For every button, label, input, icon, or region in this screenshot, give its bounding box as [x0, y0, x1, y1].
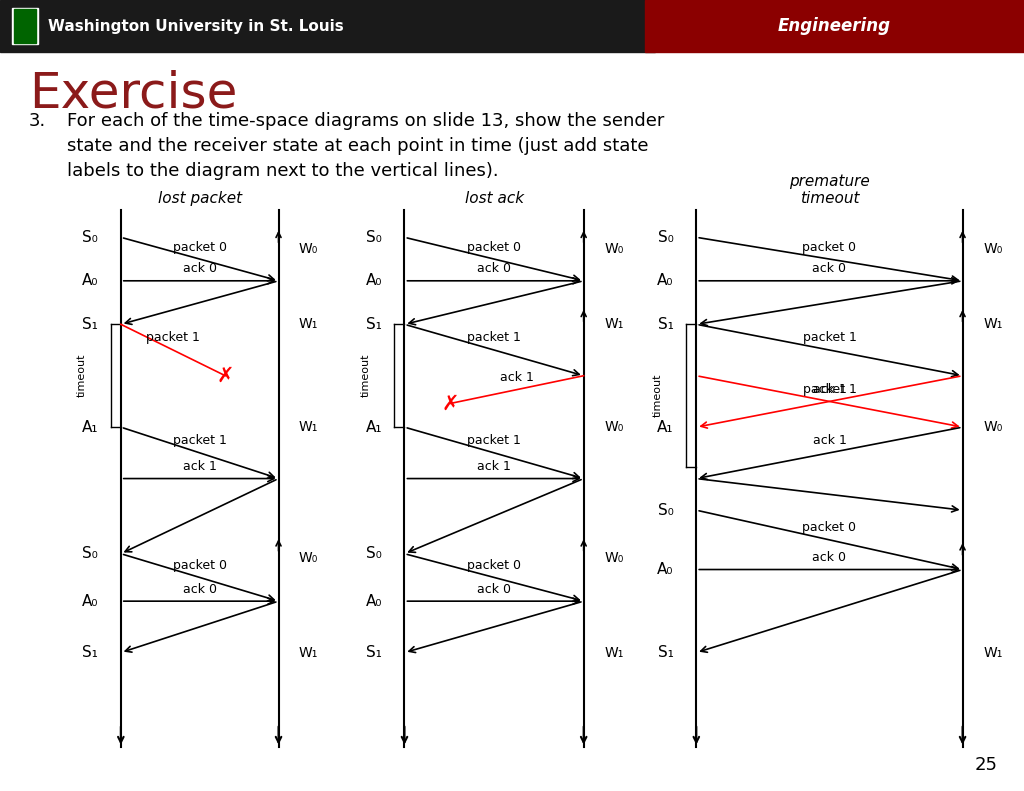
Text: packet 1: packet 1 — [803, 383, 856, 396]
Text: W₁: W₁ — [299, 645, 318, 660]
Text: S₁: S₁ — [82, 645, 98, 660]
Text: timeout: timeout — [77, 354, 87, 397]
Text: S₁: S₁ — [657, 645, 674, 660]
Text: S₀: S₀ — [82, 547, 98, 561]
Text: Washington University in St. Louis: Washington University in St. Louis — [48, 19, 344, 33]
Text: timeout: timeout — [360, 354, 371, 397]
Text: W₁: W₁ — [604, 317, 624, 331]
Text: W₀: W₀ — [604, 420, 624, 434]
Text: packet 1: packet 1 — [803, 331, 856, 345]
Text: packet 0: packet 0 — [173, 240, 226, 253]
Text: A₀: A₀ — [657, 274, 674, 288]
Text: A₁: A₁ — [366, 420, 382, 434]
Text: S₀: S₀ — [82, 230, 98, 244]
Text: S₀: S₀ — [657, 230, 674, 244]
Text: ack 0: ack 0 — [477, 583, 511, 596]
Text: A₀: A₀ — [366, 274, 382, 288]
Text: timeout: timeout — [652, 374, 663, 417]
Text: ack 1: ack 1 — [500, 371, 535, 384]
Text: A₀: A₀ — [82, 274, 98, 288]
Text: packet 1: packet 1 — [146, 331, 200, 345]
Text: S₁: S₁ — [657, 317, 674, 331]
Text: packet 0: packet 0 — [173, 559, 226, 572]
Text: W₀: W₀ — [983, 242, 1002, 256]
Text: W₀: W₀ — [604, 242, 624, 256]
Text: S₁: S₁ — [366, 317, 382, 331]
Text: ack 1: ack 1 — [182, 460, 217, 473]
Text: packet 1: packet 1 — [467, 434, 521, 447]
Text: For each of the time-space diagrams on slide 13, show the sender
state and the r: For each of the time-space diagrams on s… — [67, 112, 664, 180]
Text: Exercise: Exercise — [29, 70, 237, 118]
Bar — [14, 9, 36, 43]
Text: W₁: W₁ — [983, 317, 1002, 331]
Text: ack 0: ack 0 — [812, 551, 847, 564]
Text: premature
timeout: premature timeout — [790, 174, 869, 206]
Text: S₁: S₁ — [82, 317, 98, 331]
Text: lost packet: lost packet — [158, 191, 242, 206]
Text: ack 0: ack 0 — [182, 583, 217, 596]
Text: S₀: S₀ — [366, 547, 382, 561]
Text: 25: 25 — [975, 755, 997, 774]
Text: W₀: W₀ — [299, 242, 318, 256]
Text: ack 0: ack 0 — [477, 263, 511, 275]
Text: packet 1: packet 1 — [173, 434, 226, 447]
Text: packet 0: packet 0 — [467, 559, 521, 572]
Text: ack 1: ack 1 — [477, 460, 511, 473]
Text: packet 0: packet 0 — [803, 521, 856, 535]
Text: W₁: W₁ — [983, 645, 1002, 660]
Bar — [645, 0, 1024, 52]
Text: A₁: A₁ — [82, 420, 98, 434]
Text: W₀: W₀ — [983, 420, 1002, 434]
Text: S₀: S₀ — [366, 230, 382, 244]
Text: ack 0: ack 0 — [812, 263, 847, 275]
Text: ack 1: ack 1 — [812, 383, 847, 396]
Text: Engineering: Engineering — [778, 17, 891, 35]
Text: W₁: W₁ — [299, 317, 318, 331]
Text: A₀: A₀ — [657, 562, 674, 577]
Text: ✗: ✗ — [216, 365, 234, 386]
Text: lost ack: lost ack — [465, 191, 523, 206]
Text: S₀: S₀ — [657, 503, 674, 517]
Text: packet 0: packet 0 — [467, 240, 521, 253]
Text: packet 1: packet 1 — [467, 331, 521, 345]
Text: ack 1: ack 1 — [812, 434, 847, 447]
Text: ack 0: ack 0 — [182, 263, 217, 275]
Text: A₀: A₀ — [366, 594, 382, 608]
Text: W₁: W₁ — [604, 645, 624, 660]
Bar — [12, 8, 38, 44]
Text: W₁: W₁ — [299, 420, 318, 434]
Bar — [0, 0, 655, 52]
Text: A₀: A₀ — [82, 594, 98, 608]
Text: 3.: 3. — [29, 112, 46, 131]
Text: W₀: W₀ — [604, 551, 624, 565]
Text: W₀: W₀ — [299, 551, 318, 565]
Text: S₁: S₁ — [366, 645, 382, 660]
Text: packet 0: packet 0 — [803, 240, 856, 253]
Text: A₁: A₁ — [657, 420, 674, 434]
Text: ✗: ✗ — [441, 393, 460, 414]
